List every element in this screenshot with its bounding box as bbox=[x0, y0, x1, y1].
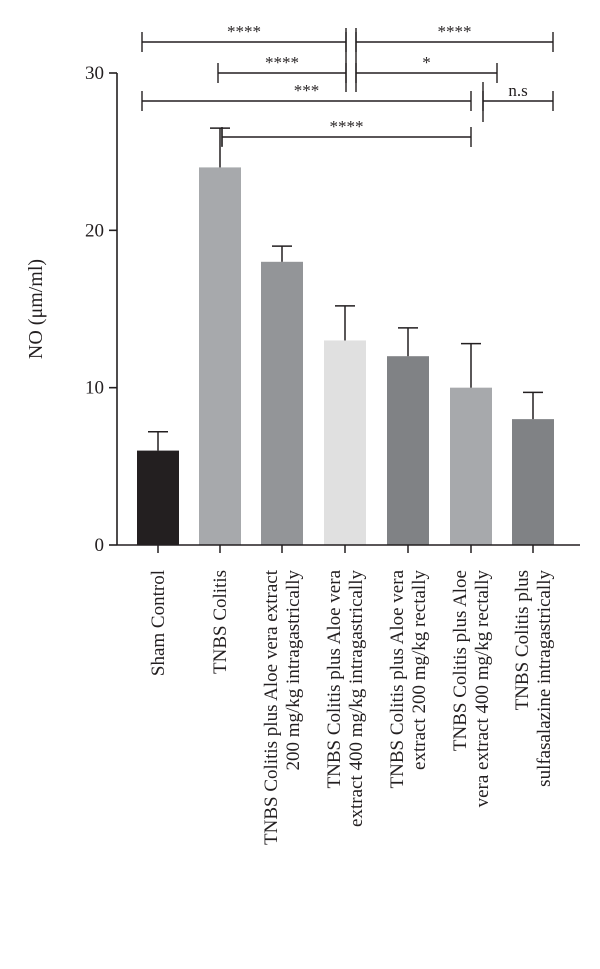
category-label: TNBS Colitis plus Aloe vera bbox=[387, 569, 408, 788]
category-label: 200 mg/kg intragastrically bbox=[283, 570, 304, 771]
bar bbox=[450, 387, 492, 545]
y-tick-label: 0 bbox=[95, 535, 105, 556]
significance-label: **** bbox=[330, 117, 364, 136]
significance-label: * bbox=[422, 53, 431, 72]
y-tick-label: 10 bbox=[85, 378, 104, 399]
significance-label: *** bbox=[294, 81, 320, 100]
bar bbox=[512, 419, 554, 545]
bar bbox=[199, 167, 241, 545]
category-label: TNBS Colitis plus Aloe vera bbox=[324, 569, 345, 788]
bar bbox=[261, 261, 303, 545]
category-labels: Sham Control TNBS Colitis TNBS Colitis plu… bbox=[148, 569, 555, 845]
axes: 0 10 20 30 bbox=[85, 63, 580, 556]
significance-label: **** bbox=[227, 22, 261, 41]
significance-label: **** bbox=[265, 53, 299, 72]
bar bbox=[137, 450, 179, 545]
significance-label: **** bbox=[438, 22, 472, 41]
category-label: TNBS Colitis plus Aloe vera extract bbox=[261, 569, 282, 845]
category-label: TNBS Colitis plus Aloe bbox=[450, 570, 471, 751]
category-label: extract 200 mg/kg rectally bbox=[409, 570, 430, 770]
category-label: extract 400 mg/kg intragastrically bbox=[346, 570, 367, 827]
category-label: TNBS Colitis plus bbox=[512, 570, 533, 710]
bars bbox=[137, 167, 554, 545]
bar bbox=[387, 356, 429, 545]
category-label: vera extract 400 mg/kg rectally bbox=[472, 570, 493, 808]
category-label: Sham Control bbox=[148, 570, 169, 676]
y-tick-label: 20 bbox=[85, 220, 104, 241]
y-tick-label: 30 bbox=[85, 63, 104, 84]
y-axis-title: NO (μm/ml) bbox=[25, 259, 47, 359]
category-label: TNBS Colitis bbox=[210, 570, 231, 674]
significance-label: n.s bbox=[508, 81, 527, 100]
significance-brackets: ********************n.s bbox=[141, 22, 554, 147]
bar bbox=[324, 340, 366, 545]
error-bars bbox=[148, 127, 543, 451]
category-label: sulfasalazine intragastrically bbox=[534, 570, 555, 787]
